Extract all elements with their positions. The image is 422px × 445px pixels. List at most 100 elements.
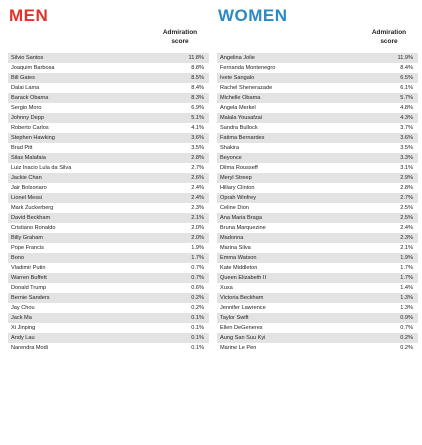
table-row: Luiz Inacio Lula da Silva 2.7% [8, 163, 209, 173]
person-name: Roberto Carlos [11, 125, 49, 131]
admiration-score: 4.3% [400, 115, 413, 121]
table-row: Marine Le Pen 0.2% [217, 343, 418, 353]
table-row: Rachel Shenerazade 6.1% [217, 83, 418, 93]
admiration-score: 0.7% [191, 275, 204, 281]
admiration-score: 2.4% [191, 185, 204, 191]
table-row: Victoria Beckham 1.3% [217, 293, 418, 303]
admiration-score: 8.3% [191, 95, 204, 101]
table-row: Dalai Lama 8.4% [8, 83, 209, 93]
person-name: Marine Le Pen [220, 345, 257, 351]
table-row: Mark Zuckerberg 2.3% [8, 203, 209, 213]
admiration-score: 1.9% [400, 255, 413, 261]
admiration-score: 1.4% [400, 285, 413, 291]
table-row: Fatima Bernardes 3.6% [217, 133, 418, 143]
admiration-score: 6.5% [400, 75, 413, 81]
admiration-score: 8.4% [400, 65, 413, 71]
admiration-score: 8.8% [191, 65, 204, 71]
women-column-header: Admiration score [371, 29, 407, 45]
table-row: Xi Jinping 0.1% [8, 323, 209, 333]
admiration-score: 4.1% [191, 125, 204, 131]
table-row: Malala Yousafzai 4.3% [217, 113, 418, 123]
table-row: Marina Silva 2.1% [217, 243, 418, 253]
table-row: Jay Chou 0.2% [8, 303, 209, 313]
table-row: Aung San Suu Kyi 0.2% [217, 333, 418, 343]
person-name: Oprah Winfrey [220, 195, 257, 201]
person-name: Barack Obama [11, 95, 49, 101]
person-name: Lionel Messi [11, 195, 43, 201]
person-name: Michelle Obama [220, 95, 261, 101]
table-row: Sandra Bullock 3.7% [217, 123, 418, 133]
table-row: Billy Graham 2.0% [8, 233, 209, 243]
person-name: Jackie Chan [11, 175, 42, 181]
person-name: Taylor Swift [220, 315, 249, 321]
person-name: Jennifer Lawrence [220, 305, 266, 311]
person-name: Angelina Jolie [220, 55, 255, 61]
table-row: Bernie Sanders 0.2% [8, 293, 209, 303]
person-name: Emma Watson [220, 255, 257, 261]
table-row: Madonna 2.3% [217, 233, 418, 243]
person-name: Shakira [220, 145, 239, 151]
person-name: Ellen DeGeneres [220, 325, 263, 331]
admiration-score: 3.1% [400, 165, 413, 171]
table-row: Angela Merkel 4.8% [217, 103, 418, 113]
admiration-score: 2.8% [191, 155, 204, 161]
admiration-score: 2.4% [191, 195, 204, 201]
admiration-score: 11.8% [188, 55, 204, 61]
person-name: Celine Dion [220, 205, 249, 211]
admiration-score: 0.1% [191, 345, 204, 351]
person-name: Warren Buffett [11, 275, 47, 281]
person-name: Bernie Sanders [11, 295, 50, 301]
admiration-score: 5.7% [400, 95, 413, 101]
person-name: Fatima Bernardes [220, 135, 265, 141]
person-name: Cristiano Ronaldo [11, 225, 56, 231]
admiration-score: 2.0% [191, 225, 204, 231]
person-name: Ana Maria Braga [220, 215, 262, 221]
women-title: WOMEN [218, 6, 288, 25]
person-name: Rachel Shenerazade [220, 85, 273, 91]
person-name: Johnny Depp [11, 115, 44, 121]
person-name: Sandra Bullock [220, 125, 258, 131]
table-row: Donald Trump 0.6% [8, 283, 209, 293]
table-row: Cristiano Ronaldo 2.0% [8, 223, 209, 233]
admiration-score: 2.0% [191, 235, 204, 241]
admiration-score: 2.9% [400, 175, 413, 181]
table-row: Narendra Modi 0.1% [8, 343, 209, 353]
admiration-score: 4.8% [400, 105, 413, 111]
table-row: Ellen DeGeneres 0.7% [217, 323, 418, 333]
person-name: Narendra Modi [11, 345, 48, 351]
table-row: Beyonce 3.3% [217, 153, 418, 163]
admiration-score: 3.7% [400, 125, 413, 131]
table-row: Shakira 3.5% [217, 143, 418, 153]
table-row: Ana Maria Braga 2.5% [217, 213, 418, 223]
person-name: Meryl Streep [220, 175, 252, 181]
table-row: Jack Ma 0.1% [8, 313, 209, 323]
table-row: Jennifer Lawrence 1.3% [217, 303, 418, 313]
table-row: Angelina Jolie 11.9% [217, 53, 418, 63]
person-name: Jair Bolsonaro [11, 185, 47, 191]
admiration-score: 2.1% [191, 215, 204, 221]
admiration-score: 0.6% [191, 285, 204, 291]
table-row: Lionel Messi 2.4% [8, 193, 209, 203]
person-name: Vladimir Putin [11, 265, 46, 271]
admiration-score: 0.1% [191, 335, 204, 341]
person-name: Marina Silva [220, 245, 251, 251]
person-name: Mark Zuckerberg [11, 205, 54, 211]
table-row: Oprah Winfrey 2.7% [217, 193, 418, 203]
admiration-score: 11.9% [397, 55, 413, 61]
person-name: Victoria Beckham [220, 295, 264, 301]
table-row: Bill Gates 8.5% [8, 73, 209, 83]
table-row: Warren Buffett 0.7% [8, 273, 209, 283]
admiration-score: 2.7% [400, 195, 413, 201]
person-name: Joaquim Barbosa [11, 65, 55, 71]
admiration-score: 0.1% [191, 315, 204, 321]
table-row: Meryl Streep 2.9% [217, 173, 418, 183]
admiration-score: 0.7% [191, 265, 204, 271]
person-name: Sergio Moro [11, 105, 42, 111]
admiration-score: 0.9% [400, 315, 413, 321]
table-row: Dilma Rousseff 3.1% [217, 163, 418, 173]
table-row: Hillary Clinton 2.8% [217, 183, 418, 193]
table-row: Stephen Hawking 3.6% [8, 133, 209, 143]
table-row: Andy Lau 0.1% [8, 333, 209, 343]
admiration-score: 2.3% [191, 205, 204, 211]
admiration-score: 0.2% [191, 305, 204, 311]
